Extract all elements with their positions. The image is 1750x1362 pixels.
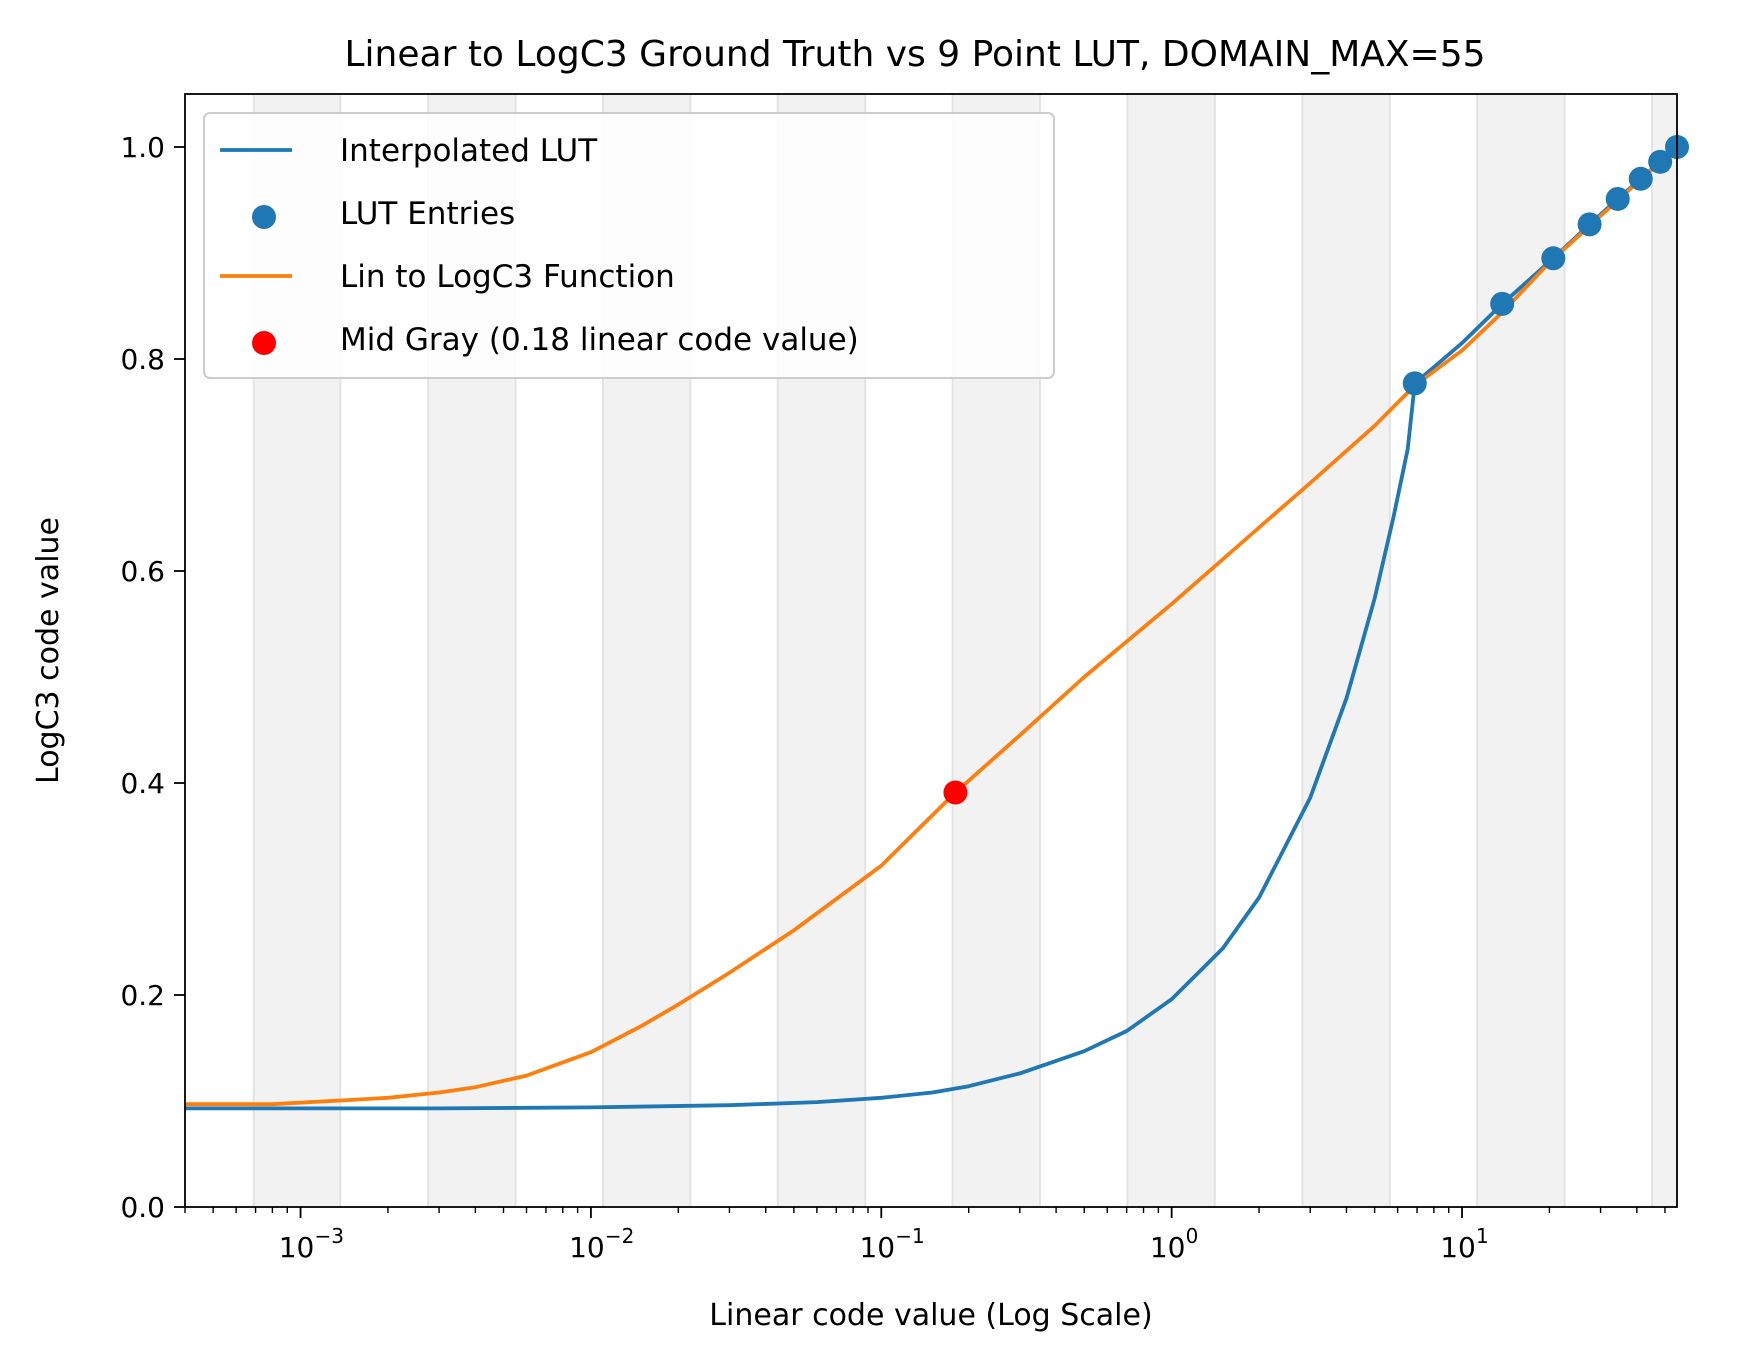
background-band	[1302, 94, 1390, 1207]
x-axis-ticks: 10 −3 10 −2 10 −1 10 0 10 1	[279, 1207, 1489, 1264]
background-band	[1127, 94, 1215, 1207]
legend-label: Mid Gray (0.18 linear code value)	[340, 322, 859, 358]
y-tick-label: 0.8	[120, 343, 165, 376]
scatter-point	[1577, 212, 1602, 237]
legend: Interpolated LUT LUT Entries Lin to LogC3 …	[203, 112, 1055, 379]
x-tick-exponent: −1	[895, 1224, 924, 1248]
x-tick-exponent: 1	[1476, 1224, 1489, 1248]
y-tick-label: 0.6	[120, 555, 165, 588]
y-axis-label: LogC3 code value	[31, 517, 66, 784]
legend-marker-swatch	[252, 331, 276, 355]
y-tick-label: 0.2	[120, 979, 165, 1012]
scatter-point	[1402, 371, 1427, 396]
x-tick-label: 10	[1440, 1231, 1476, 1264]
x-tick-label: 10	[859, 1231, 895, 1264]
background-band	[1477, 94, 1565, 1207]
x-axis-label: Linear code value (Log Scale)	[709, 1298, 1152, 1333]
scatter-point	[1490, 291, 1515, 316]
scatter-point	[1648, 149, 1673, 174]
axes-frame	[184, 93, 1678, 1208]
plot-points	[943, 135, 1689, 805]
x-tick-label: 10	[279, 1231, 315, 1264]
scatter-point	[1605, 186, 1630, 211]
background-band	[1651, 94, 1677, 1207]
scatter-point	[1628, 166, 1653, 191]
y-tick-label: 0.0	[120, 1191, 165, 1224]
x-minor-ticks	[184, 1207, 1666, 1213]
x-tick-exponent: −3	[315, 1224, 344, 1248]
legend-box	[203, 112, 1055, 379]
y-tick-label: 0.4	[120, 767, 165, 800]
x-tick-exponent: −2	[605, 1224, 634, 1248]
legend-label: LUT Entries	[340, 196, 515, 232]
legend-label: Interpolated LUT	[340, 133, 598, 169]
scatter-point	[1541, 246, 1566, 271]
chart-title: Linear to LogC3 Ground Truth vs 9 Point …	[344, 34, 1485, 75]
x-tick-label: 10	[1150, 1231, 1186, 1264]
legend-label: Lin to LogC3 Function	[340, 259, 675, 295]
y-tick-label: 1.0	[120, 131, 165, 164]
legend-marker-swatch	[252, 205, 276, 229]
y-axis-ticks: 0.0 0.2 0.4 0.6 0.8 1.0	[120, 131, 185, 1224]
x-tick-label: 10	[569, 1231, 605, 1264]
scatter-point	[943, 780, 968, 805]
x-tick-exponent: 0	[1186, 1224, 1199, 1248]
